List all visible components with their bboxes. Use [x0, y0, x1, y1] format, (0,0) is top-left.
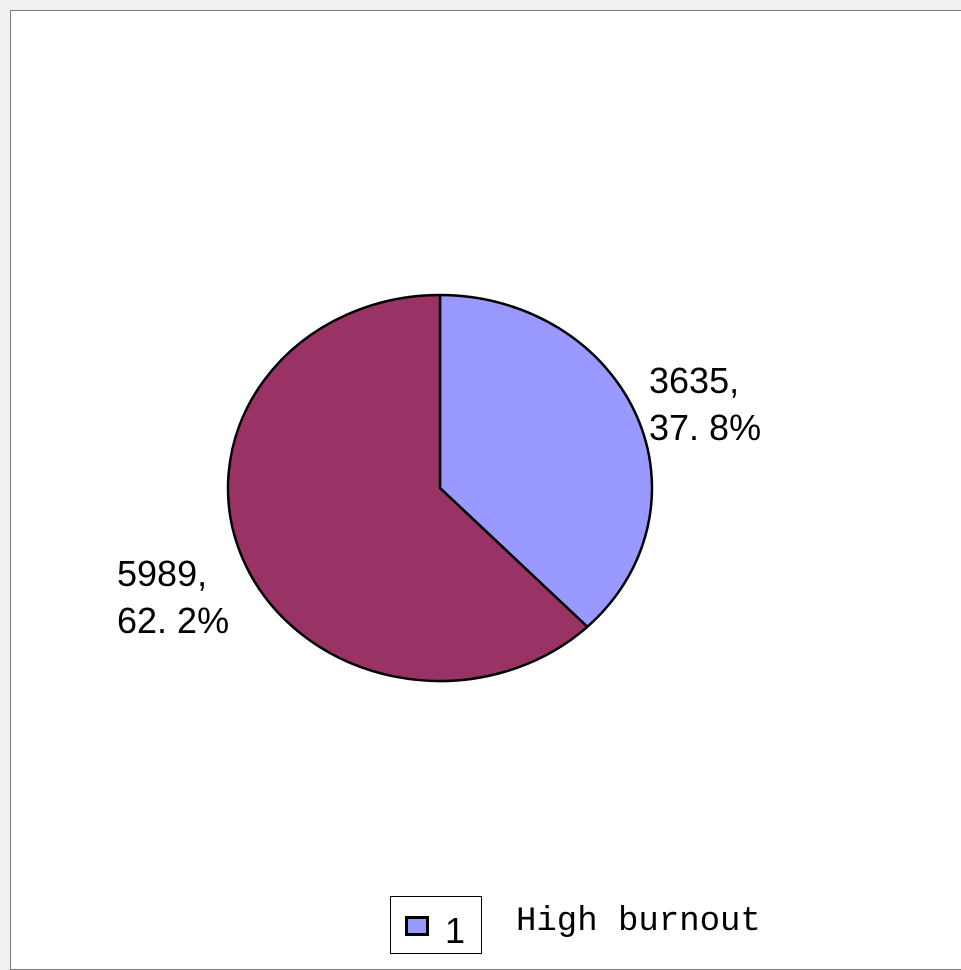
- pie-slice-other: [226, 293, 589, 683]
- data-label-other: 5989, 62. 2%: [117, 550, 239, 644]
- data-label-other-count: 5989,: [117, 553, 208, 594]
- data-label-other-percent: 62. 2%: [117, 600, 230, 641]
- data-label-high-burnout: 3635, 37. 8%: [649, 357, 771, 451]
- legend-box: 1: [390, 896, 482, 954]
- pie-slice-high-burnout: [438, 293, 654, 629]
- data-label-high-burnout-percent: 37. 8%: [649, 407, 762, 448]
- legend-label: High burnout: [516, 903, 761, 941]
- legend-number: 1: [445, 910, 466, 951]
- data-label-high-burnout-count: 3635,: [649, 360, 740, 401]
- legend-swatch: [405, 916, 429, 936]
